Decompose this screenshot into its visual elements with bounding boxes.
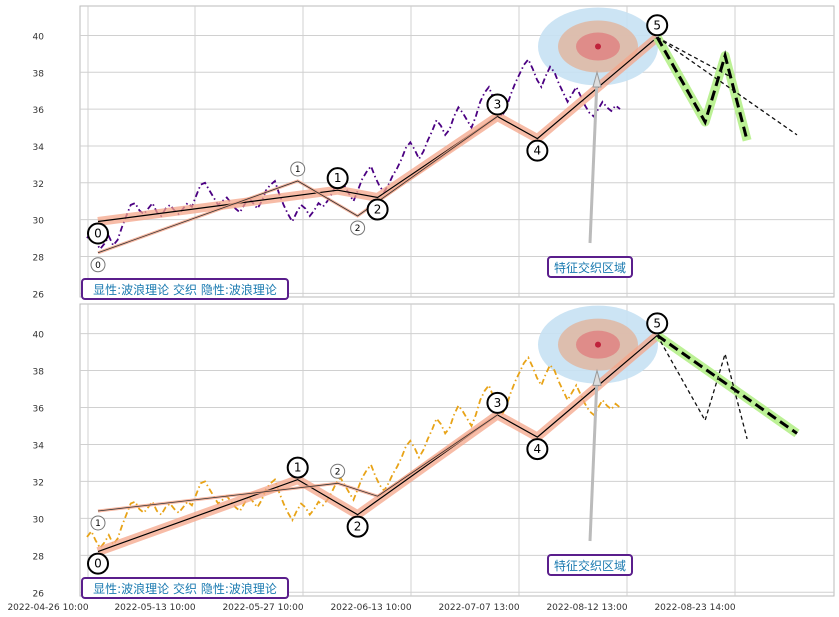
- price-series-line: [86, 355, 621, 550]
- zone-arrow-head: [592, 70, 602, 88]
- wave-pivot-label: 0: [94, 557, 102, 571]
- wave-pivot-circle: [90, 515, 106, 531]
- wave-pivot-label: 4: [534, 144, 542, 158]
- wave-pivot-label: 2: [354, 520, 362, 534]
- wave-pivot-circle: [87, 552, 109, 575]
- zone-arrow: [588, 377, 599, 542]
- x-tick-label: 2022-08-23 14:00: [654, 603, 735, 613]
- wave-pivot-circle: [330, 463, 346, 479]
- wave-pivot-circle: [646, 312, 669, 335]
- wave-pivot-circle: [526, 139, 549, 162]
- wave-pivot-label: 0: [95, 261, 101, 271]
- feature-zone-label: 特征交织区域: [547, 256, 633, 278]
- wave-pivot-circle: [286, 456, 309, 479]
- wave-pivot-label: 5: [653, 18, 661, 32]
- plot-frame: [79, 5, 835, 298]
- wave-pivot-label: 2: [355, 224, 361, 234]
- wave-pivot-circle: [486, 391, 509, 414]
- y-tick-label: 40: [33, 32, 45, 42]
- y-tick-label: 38: [33, 368, 45, 378]
- wave-pivot-circle: [350, 220, 366, 236]
- forecast-main-line: [656, 334, 798, 435]
- primary-wave-line: [97, 36, 658, 223]
- forecast-alt-line: [656, 335, 748, 440]
- wave-pivot-label: 4: [534, 442, 542, 456]
- y-tick-label: 40: [33, 331, 45, 341]
- x-tick-label: 2022-06-13 10:00: [330, 603, 411, 613]
- zone-center: [595, 341, 601, 348]
- wave-pivot-circle: [87, 222, 109, 245]
- secondary-wave-line: [97, 116, 498, 254]
- wave-pivot-label: 5: [653, 316, 661, 330]
- wave-pivot-label: 0: [94, 226, 102, 240]
- wave-pivot-label: 1: [95, 519, 101, 529]
- wave-pivot-circle: [646, 14, 669, 37]
- legend-box: 显性:波浪理论 交织 隐性:波浪理论: [81, 278, 289, 300]
- wave-pivot-label: 1: [334, 171, 342, 185]
- wave-pivot-circle: [366, 198, 389, 221]
- legend-frame: [81, 278, 289, 300]
- x-tick-label: 2022-04-26 10:00: [7, 603, 88, 613]
- y-tick-label: 28: [33, 552, 45, 562]
- wave-pivot-circle: [526, 438, 549, 461]
- wave-pivot-label: 3: [494, 396, 502, 410]
- y-tick-label: 36: [33, 404, 45, 414]
- plot-frame: [79, 303, 835, 597]
- legend-box: 显性:波浪理论 交织 隐性:波浪理论: [81, 577, 289, 599]
- legend-frame: [81, 577, 289, 599]
- y-tick-label: 28: [33, 253, 45, 263]
- wave-pivot-label: 3: [494, 98, 502, 112]
- legend-text: 显性:波浪理论 交织 隐性:波浪理论: [93, 581, 277, 596]
- y-tick-label: 34: [33, 441, 45, 451]
- x-tick-label: 2022-05-27 10:00: [222, 603, 303, 613]
- wave-pivot-label: 2: [335, 467, 341, 477]
- y-tick-label: 32: [33, 180, 44, 190]
- wave-pivot-label: 2: [374, 203, 382, 217]
- feature-zone-box: [547, 256, 633, 278]
- zone-arrow: [588, 79, 599, 244]
- feature-zone-box: [547, 554, 633, 576]
- forecast-main-line: [655, 36, 749, 141]
- wave-pivot-label: 1: [294, 461, 302, 475]
- x-tick-label: 2022-08-12 13:00: [546, 603, 627, 613]
- x-tick-label: 2022-07-07 13:00: [438, 603, 519, 613]
- price-series-line: [86, 57, 621, 251]
- y-tick-label: 26: [33, 589, 45, 599]
- y-tick-label: 34: [33, 143, 45, 153]
- forecast-alt-line: [656, 36, 798, 136]
- wave-pivot-label: 1: [295, 165, 301, 175]
- y-tick-label: 30: [33, 217, 45, 227]
- wave-pivot-circle: [326, 167, 349, 190]
- y-tick-label: 30: [33, 515, 45, 525]
- feature-zone-label: 特征交织区域: [547, 554, 633, 576]
- y-tick-label: 36: [33, 106, 45, 116]
- zone-arrow-head: [592, 368, 602, 386]
- wave-pivot-circle: [290, 161, 306, 177]
- legend-text: 显性:波浪理论 交织 隐性:波浪理论: [93, 282, 277, 297]
- x-tick-label: 2022-05-13 10:00: [114, 603, 195, 613]
- wave-pivot-circle: [90, 257, 106, 273]
- y-tick-label: 26: [33, 290, 45, 300]
- wave-pivot-circle: [346, 515, 369, 538]
- secondary-wave-line: [97, 414, 498, 512]
- feature-zone-text: 特征交织区域: [554, 558, 626, 573]
- y-tick-label: 32: [33, 478, 44, 488]
- y-tick-label: 38: [33, 69, 45, 79]
- feature-zone-text: 特征交织区域: [554, 260, 626, 275]
- zone-center: [595, 43, 601, 50]
- wave-pivot-circle: [486, 93, 509, 116]
